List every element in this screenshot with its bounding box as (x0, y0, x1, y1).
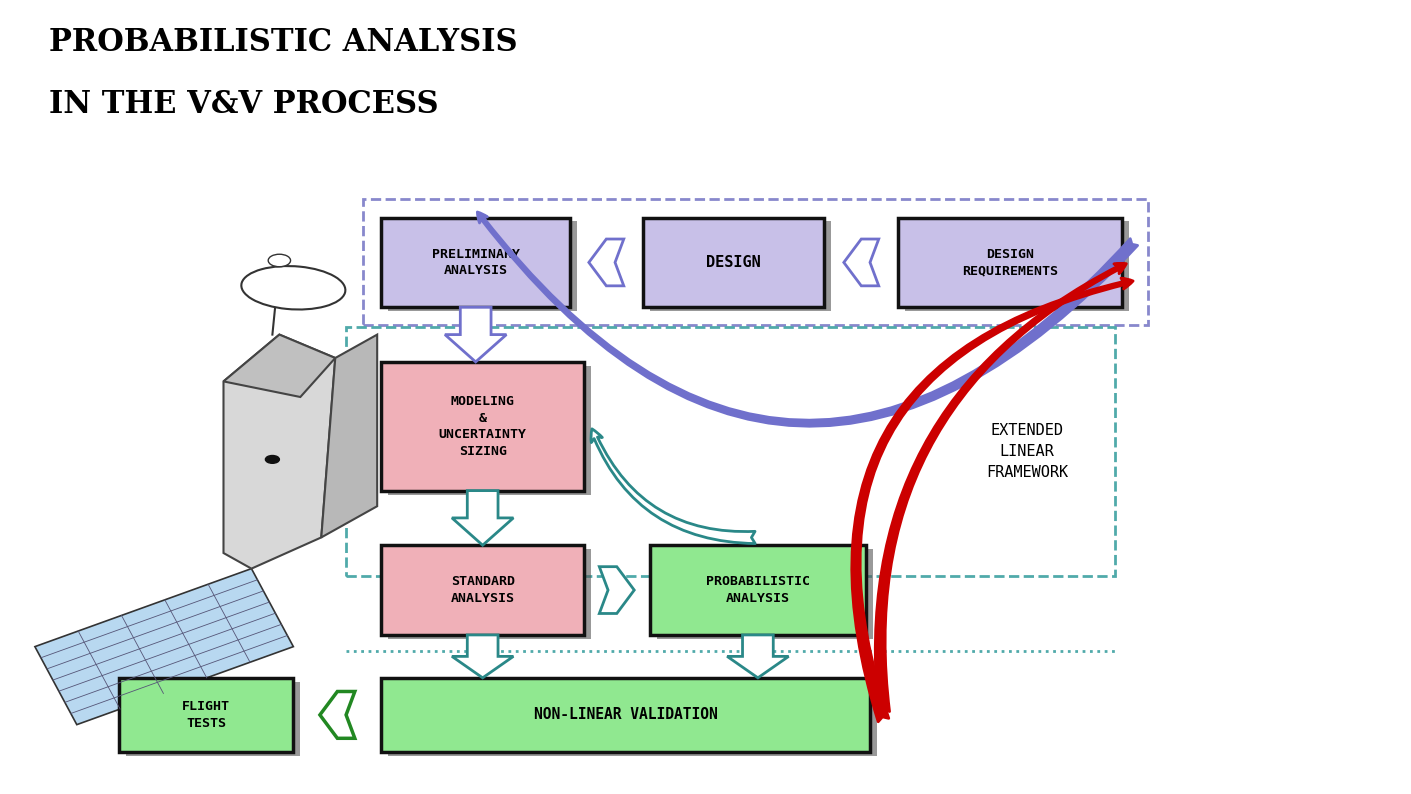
Circle shape (265, 456, 279, 464)
FancyBboxPatch shape (381, 545, 584, 635)
Circle shape (268, 254, 291, 267)
Text: FLIGHT
TESTS: FLIGHT TESTS (182, 700, 230, 730)
Text: NON-LINEAR VALIDATION: NON-LINEAR VALIDATION (533, 707, 718, 723)
Polygon shape (35, 569, 293, 725)
Polygon shape (320, 692, 354, 738)
FancyArrowPatch shape (852, 278, 1133, 722)
Text: EXTENDED
LINEAR
FRAMEWORK: EXTENDED LINEAR FRAMEWORK (986, 423, 1068, 480)
Text: PROBABILISTIC
ANALYSIS: PROBABILISTIC ANALYSIS (706, 576, 810, 605)
FancyBboxPatch shape (649, 222, 831, 311)
Polygon shape (727, 635, 789, 678)
Polygon shape (452, 635, 514, 678)
FancyBboxPatch shape (381, 678, 871, 752)
Polygon shape (223, 334, 336, 569)
FancyBboxPatch shape (642, 218, 824, 307)
Bar (347, 327, 1115, 576)
Text: DESIGN: DESIGN (706, 255, 761, 270)
Text: PRELIMINARY
ANALYSIS: PRELIMINARY ANALYSIS (432, 248, 519, 277)
Text: DESIGN
REQUIREMENTS: DESIGN REQUIREMENTS (962, 248, 1058, 277)
Text: PROBABILISTIC ANALYSIS: PROBABILISTIC ANALYSIS (49, 26, 518, 57)
Polygon shape (844, 239, 879, 286)
Polygon shape (600, 567, 635, 614)
FancyBboxPatch shape (388, 222, 577, 311)
Bar (363, 198, 1149, 326)
FancyBboxPatch shape (388, 549, 591, 639)
FancyBboxPatch shape (381, 218, 570, 307)
Text: IN THE V&V PROCESS: IN THE V&V PROCESS (49, 89, 439, 120)
FancyBboxPatch shape (388, 682, 878, 756)
FancyBboxPatch shape (119, 678, 293, 752)
Polygon shape (588, 239, 624, 286)
FancyBboxPatch shape (649, 545, 866, 635)
FancyBboxPatch shape (906, 222, 1129, 311)
FancyBboxPatch shape (388, 366, 591, 495)
Polygon shape (444, 307, 507, 362)
Polygon shape (452, 491, 514, 545)
FancyBboxPatch shape (656, 549, 873, 639)
FancyArrowPatch shape (875, 264, 1126, 713)
FancyBboxPatch shape (126, 682, 301, 756)
Polygon shape (223, 334, 336, 397)
Text: STANDARD
ANALYSIS: STANDARD ANALYSIS (450, 576, 515, 605)
FancyBboxPatch shape (899, 218, 1122, 307)
Ellipse shape (241, 266, 346, 310)
FancyBboxPatch shape (381, 362, 584, 491)
Text: MODELING
&
UNCERTAINTY
SIZING: MODELING & UNCERTAINTY SIZING (439, 395, 526, 457)
Polygon shape (322, 334, 377, 538)
